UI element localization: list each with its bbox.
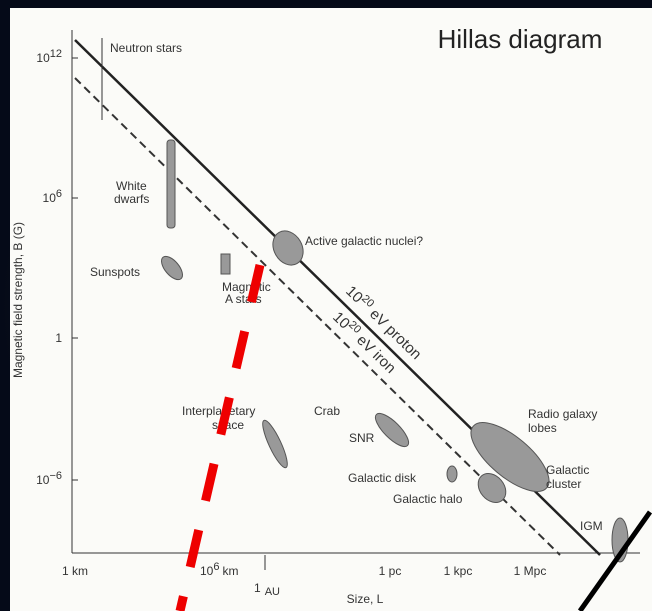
object-label: lobes	[528, 421, 557, 435]
object-label: IGM	[580, 519, 603, 533]
y-tick: 1	[55, 331, 62, 345]
base: 1	[55, 331, 62, 345]
page: body{margin:0;width:652px;height:611px;o…	[0, 0, 652, 611]
object-label: dwarfs	[114, 192, 149, 206]
x-tick: 1 kpc	[444, 564, 473, 578]
object-label: Sunspots	[90, 265, 140, 279]
base: 1	[254, 581, 261, 595]
base: 10	[200, 564, 214, 578]
x-tick: 1 pc	[379, 564, 402, 578]
body: {"title":"Hillas diagram", "y_axis":{"la…	[0, 0, 652, 611]
exp: 6	[56, 188, 62, 200]
object-label: Galactic halo	[393, 492, 463, 506]
object-label: Neutron stars	[110, 41, 182, 55]
object-label: Crab	[314, 404, 340, 418]
base: 10	[43, 191, 57, 205]
object-label: SNR	[349, 431, 375, 445]
object-label: cluster	[546, 477, 581, 491]
y-label: Magnetic field strength, B (G)	[11, 222, 25, 378]
object-label: Galactic	[546, 463, 589, 477]
x-tick: 1 Mpc	[514, 564, 547, 578]
object-label: Radio galaxy	[528, 407, 597, 421]
x-tick: 1 km	[62, 564, 88, 578]
plot-panel	[10, 8, 652, 611]
sub: AU	[265, 586, 280, 598]
base: 10	[36, 51, 50, 65]
object-label: Interplanetary	[182, 404, 255, 418]
unit: km	[222, 564, 238, 578]
exp: 6	[213, 561, 219, 573]
base: 10	[36, 473, 50, 487]
title: Hillas diagram	[438, 24, 603, 54]
object-label: Galactic disk	[348, 471, 417, 485]
exp: 12	[50, 48, 62, 60]
exp: −6	[49, 470, 62, 482]
object-label: White	[116, 179, 147, 193]
figure: Hillas diagram Magnetic field strength, …	[0, 0, 652, 611]
object-label: Active galactic nuclei?	[305, 234, 423, 248]
x-label: Size, L	[347, 592, 384, 606]
